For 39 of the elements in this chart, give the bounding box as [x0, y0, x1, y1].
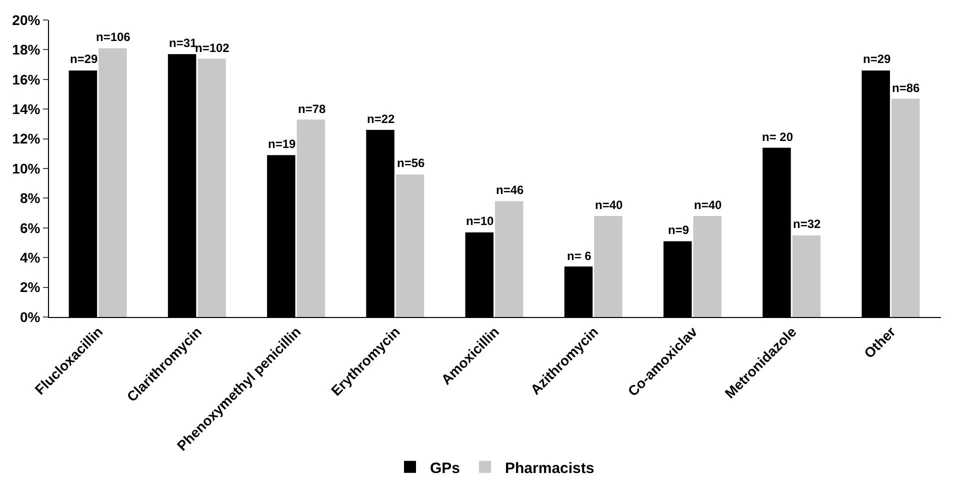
annotation: n=40	[595, 198, 624, 212]
y-tick-label: 20%	[12, 12, 41, 28]
y-tick-label: 16%	[12, 71, 41, 88]
legend-label: Pharmacists	[505, 460, 594, 477]
annotation: n=46	[496, 183, 524, 197]
annotation: n=29	[70, 52, 98, 66]
y-tick-label: 14%	[12, 101, 41, 117]
annotation: n=86	[892, 81, 920, 95]
annotation: n=29	[863, 52, 892, 66]
bar	[396, 174, 424, 317]
bar	[594, 216, 622, 317]
y-tick-label: 0%	[20, 308, 41, 325]
annotation: n=9	[668, 223, 690, 237]
bar	[495, 201, 524, 317]
annotation: n=78	[298, 102, 326, 116]
annotation: n=10	[466, 214, 494, 228]
y-tick-label: 18%	[12, 42, 41, 58]
bar	[296, 120, 326, 317]
annotation: n= 6	[567, 249, 592, 263]
y-tick-label: 6%	[20, 220, 41, 236]
bar	[693, 216, 722, 317]
bar	[198, 58, 226, 317]
bar	[792, 235, 821, 317]
y-tick-label: 4%	[20, 250, 41, 266]
legend-label: GPs	[430, 460, 460, 477]
y-tick-label: 8%	[20, 190, 41, 206]
annotation: n= 20	[762, 130, 794, 144]
annotation: n=102	[195, 41, 230, 55]
annotation: n=40	[694, 198, 722, 212]
annotation: n=19	[268, 137, 296, 151]
y-tick-label: 10%	[12, 160, 41, 176]
y-tick-label: 2%	[20, 279, 41, 296]
bar	[891, 98, 920, 317]
y-tick-label: 12%	[12, 130, 41, 147]
annotation: n=32	[793, 217, 822, 231]
annotation: n=106	[96, 30, 131, 44]
annotation: n=22	[367, 112, 396, 126]
bar	[98, 48, 127, 317]
annotation: n=56	[397, 156, 426, 170]
